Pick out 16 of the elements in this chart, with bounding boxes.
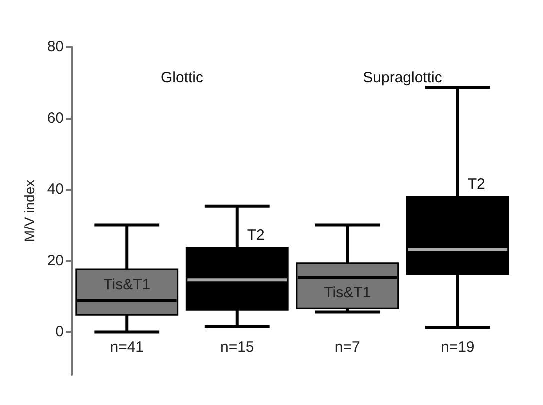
y-tick-label: 40	[47, 181, 64, 198]
x-tick-label: n=41	[110, 339, 144, 356]
y-axis-title: M/V index	[21, 180, 38, 242]
x-tick-label: n=15	[220, 339, 254, 356]
series-label: Tis&T1	[324, 284, 372, 302]
annotation: Supraglottic	[363, 70, 443, 86]
text: T2	[468, 176, 486, 194]
text: Tis&T1	[104, 276, 151, 294]
y-tick-label: 60	[47, 110, 64, 127]
y-tick-label: 80	[47, 38, 64, 56]
annotation: Glottic	[160, 70, 204, 86]
x-tick-label: n=7	[334, 339, 360, 356]
series-label: T2	[247, 227, 265, 244]
y-tick-label: 20	[47, 252, 64, 270]
x-tick-label: n=19	[440, 339, 475, 356]
y-tick-label: 0	[56, 324, 64, 341]
